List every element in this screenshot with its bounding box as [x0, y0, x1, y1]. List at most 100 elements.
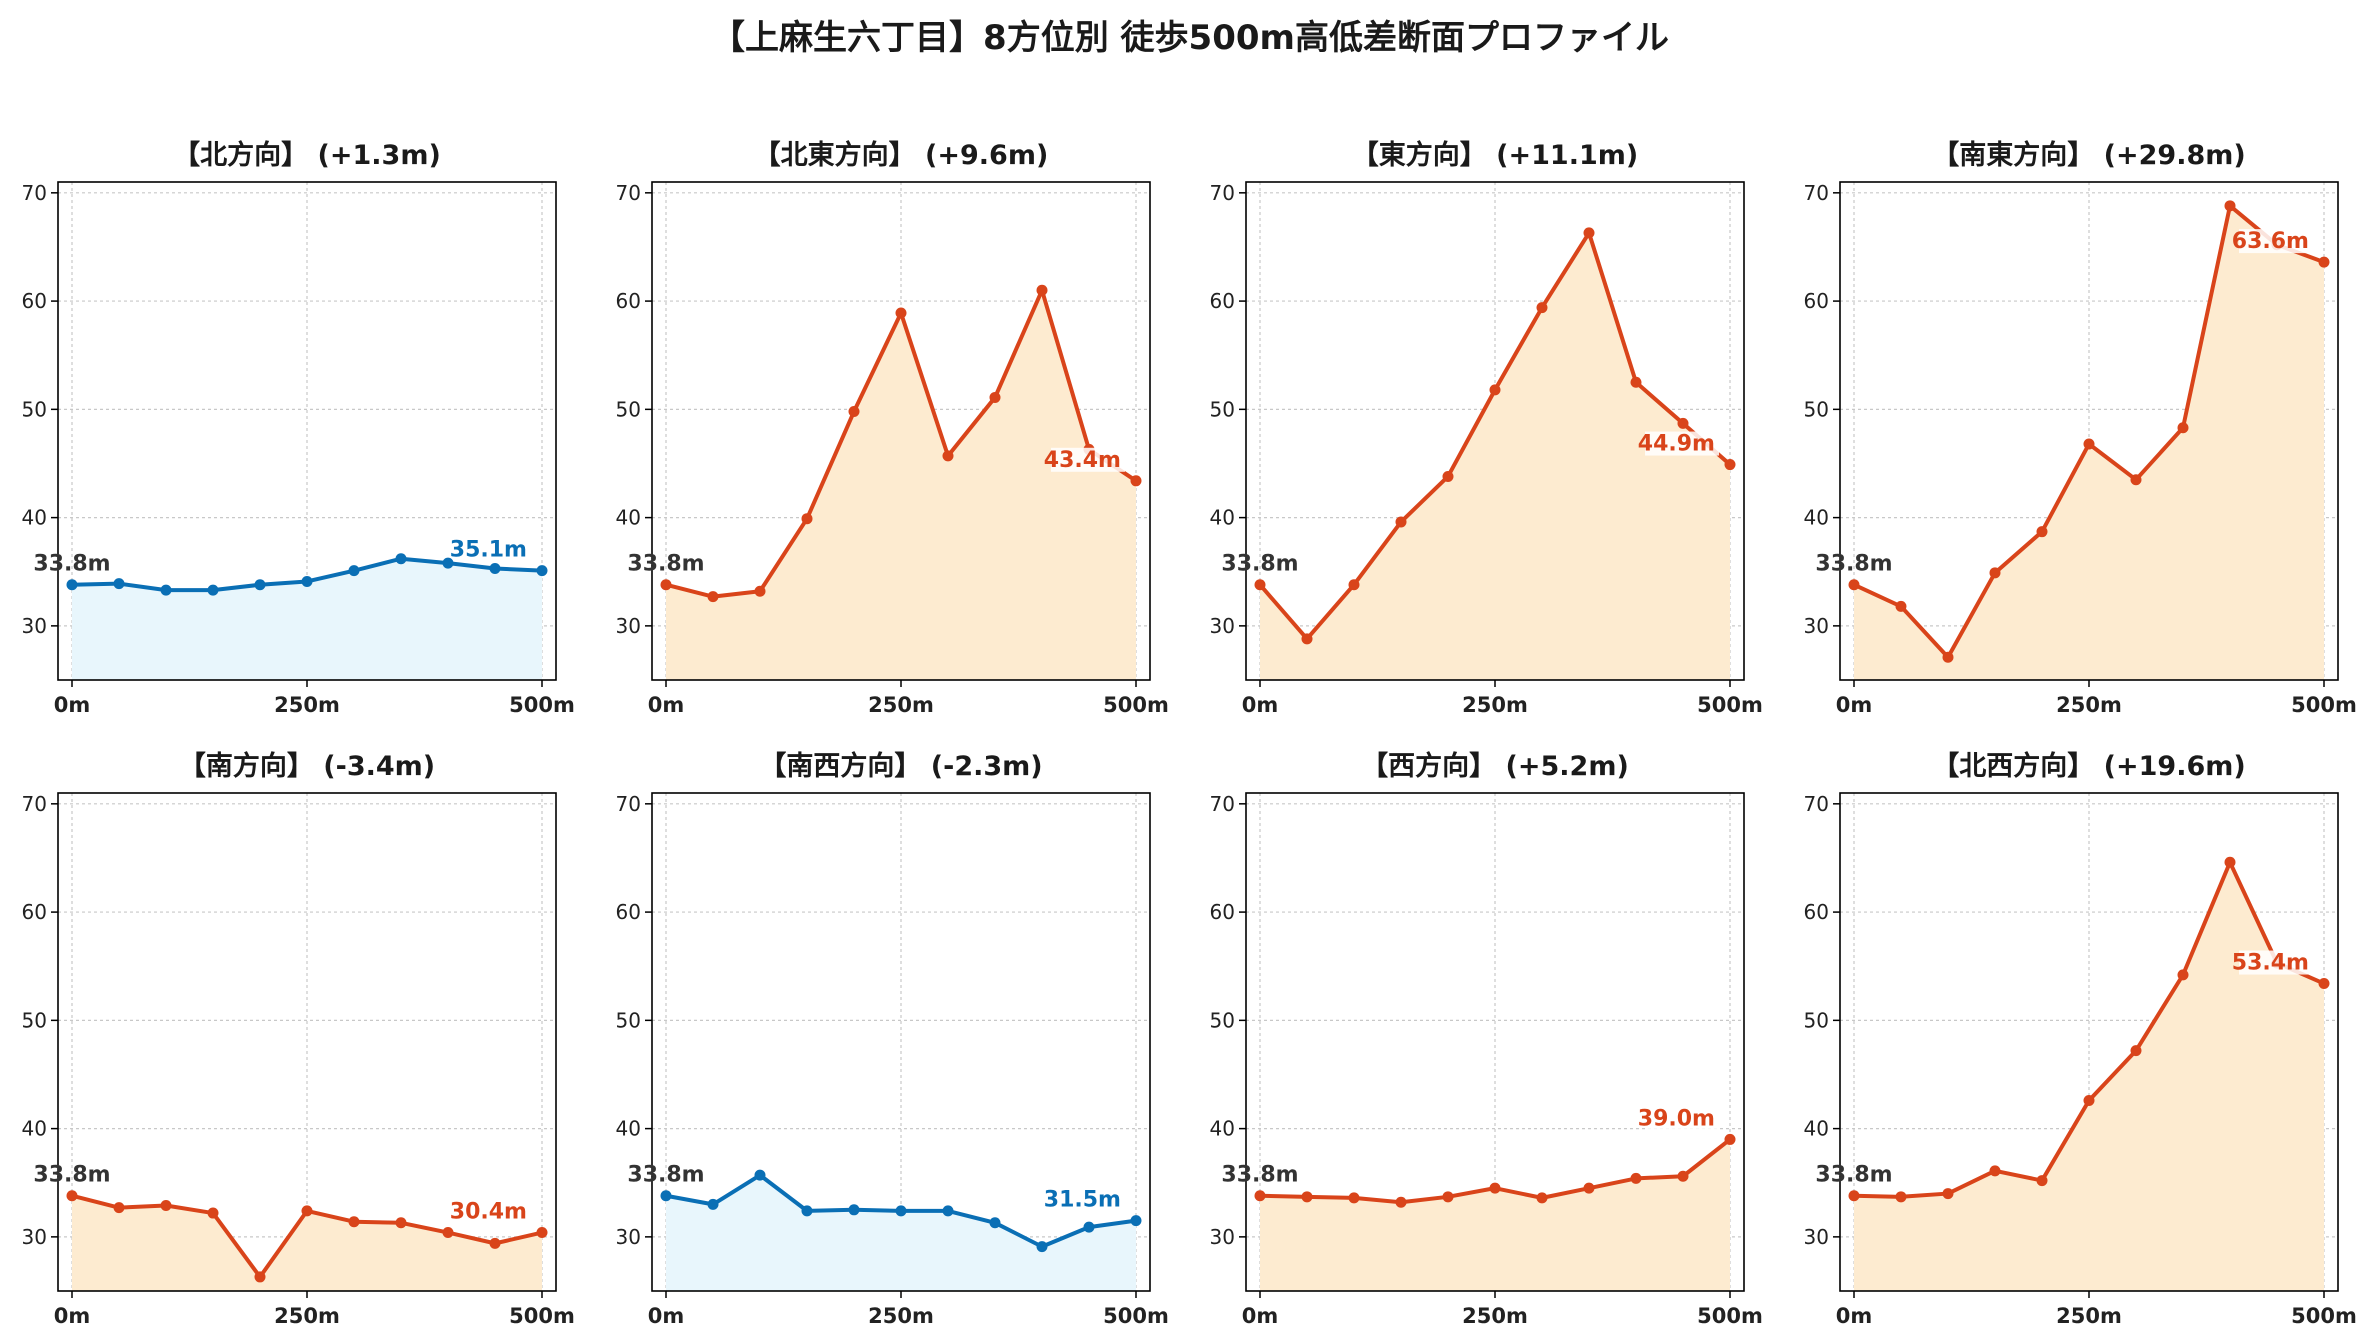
- subplot-6: 30 40 50 60 70 0m 250m 500m 【南西方向】 (-2.3m) 33.8m 3…: [616, 750, 1169, 1328]
- data-point: [707, 1198, 719, 1210]
- x-tick-label: 250m: [868, 693, 934, 717]
- x-tick-label: 250m: [2056, 693, 2122, 717]
- x-tick-label: 500m: [509, 1304, 575, 1328]
- y-tick-label: 60: [22, 900, 47, 924]
- y-tick-label: 60: [1804, 289, 1829, 313]
- data-point: [1536, 302, 1548, 314]
- y-tick-label: 70: [1804, 181, 1829, 205]
- data-point: [536, 1227, 548, 1239]
- data-point: [1942, 1188, 1954, 1200]
- data-point: [348, 1216, 360, 1228]
- x-tick-label: 250m: [1462, 1304, 1528, 1328]
- data-point: [442, 557, 454, 569]
- y-tick-label: 30: [1804, 614, 1829, 638]
- y-tick-label: 40: [1210, 1117, 1235, 1141]
- data-point: [1630, 1172, 1642, 1184]
- subplot-5: 30 40 50 60 70 0m 250m 500m 【南方向】 (-3.4m) 33.8m 30…: [22, 750, 575, 1328]
- data-point: [301, 575, 313, 587]
- area-fill: [1260, 1139, 1730, 1291]
- data-point: [1630, 376, 1642, 388]
- y-tick-label: 40: [22, 1117, 47, 1141]
- x-tick-label: 0m: [1836, 693, 1873, 717]
- area-fill: [72, 558, 542, 680]
- data-point: [1724, 1133, 1736, 1145]
- data-point: [1442, 470, 1454, 482]
- y-tick-label: 60: [1210, 289, 1235, 313]
- data-point: [2083, 438, 2095, 450]
- y-tick-label: 70: [1804, 792, 1829, 816]
- data-point: [1254, 1190, 1266, 1202]
- data-point: [1348, 579, 1360, 591]
- data-point: [801, 513, 813, 525]
- end-label-backdrop: [2239, 229, 2313, 254]
- data-point: [2130, 1045, 2142, 1057]
- y-tick-label: 70: [1210, 181, 1235, 205]
- end-label-backdrop: [1645, 1106, 1719, 1131]
- x-tick-label: 0m: [54, 1304, 91, 1328]
- end-label-backdrop: [1051, 1187, 1125, 1212]
- data-point: [113, 578, 125, 590]
- data-point: [1677, 1170, 1689, 1182]
- y-tick-label: 50: [22, 397, 47, 421]
- figure-title: 【上麻生六丁目】8方位別 徒歩500m高低差断面プロファイル: [711, 18, 1669, 58]
- y-tick-label: 40: [616, 506, 641, 530]
- start-label: 33.8m: [1815, 1163, 1892, 1188]
- x-tick-label: 500m: [1697, 1304, 1763, 1328]
- data-point: [1395, 516, 1407, 528]
- data-point: [1083, 1221, 1095, 1233]
- subplot-4: 30 40 50 60 70 0m 250m 500m 【南東方向】 (+29.8m) 33.8m…: [1804, 139, 2357, 717]
- y-tick-label: 40: [1804, 1117, 1829, 1141]
- data-point: [1301, 1191, 1313, 1203]
- y-tick-label: 60: [616, 289, 641, 313]
- data-point: [1301, 633, 1313, 645]
- end-label-backdrop: [1051, 447, 1125, 472]
- subplot-3: 30 40 50 60 70 0m 250m 500m 【東方向】 (+11.1m) 33.8m 4…: [1210, 139, 1763, 717]
- end-label: 43.4m: [1044, 448, 1121, 473]
- y-tick-label: 70: [22, 181, 47, 205]
- subplot-title: 【南西方向】 (-2.3m): [759, 750, 1042, 782]
- data-point: [660, 1190, 672, 1202]
- x-tick-label: 250m: [1462, 693, 1528, 717]
- y-tick-label: 60: [22, 289, 47, 313]
- x-tick-label: 500m: [2291, 693, 2357, 717]
- data-point: [160, 1199, 172, 1211]
- data-point: [66, 579, 78, 591]
- data-point: [1895, 600, 1907, 612]
- data-point: [536, 565, 548, 577]
- data-point: [2083, 1094, 2095, 1106]
- start-label: 33.8m: [33, 1163, 110, 1188]
- y-tick-label: 30: [616, 1225, 641, 1249]
- subplot-8: 30 40 50 60 70 0m 250m 500m 【北西方向】 (+19.6m) 33.8m…: [1804, 750, 2357, 1328]
- y-tick-label: 70: [616, 181, 641, 205]
- data-point: [207, 1207, 219, 1219]
- data-point: [301, 1205, 313, 1217]
- data-point: [895, 1205, 907, 1217]
- data-point: [254, 579, 266, 591]
- data-point: [2224, 856, 2236, 868]
- subplot-title: 【北西方向】 (+19.6m): [1932, 750, 2245, 782]
- y-tick-label: 40: [1804, 506, 1829, 530]
- data-point: [989, 391, 1001, 403]
- y-tick-label: 60: [1210, 900, 1235, 924]
- subplot-title: 【北方向】 (+1.3m): [173, 139, 441, 171]
- start-label: 33.8m: [1221, 1163, 1298, 1188]
- subplot-title: 【南方向】 (-3.4m): [179, 750, 435, 782]
- data-point: [1724, 459, 1736, 471]
- subplot-title: 【南東方向】 (+29.8m): [1932, 139, 2245, 171]
- y-tick-label: 40: [616, 1117, 641, 1141]
- y-tick-label: 30: [1804, 1225, 1829, 1249]
- end-label: 31.5m: [1044, 1188, 1121, 1213]
- data-point: [989, 1217, 1001, 1229]
- area-fill: [666, 290, 1136, 680]
- start-label: 33.8m: [627, 552, 704, 577]
- y-tick-label: 50: [22, 1008, 47, 1032]
- y-tick-label: 40: [1210, 506, 1235, 530]
- subplot-title: 【北東方向】 (+9.6m): [754, 139, 1049, 171]
- data-point: [1036, 284, 1048, 296]
- data-point: [942, 1205, 954, 1217]
- end-label-backdrop: [2239, 950, 2313, 975]
- data-point: [395, 1217, 407, 1229]
- data-point: [1536, 1192, 1548, 1204]
- x-tick-label: 500m: [1103, 693, 1169, 717]
- data-point: [254, 1271, 266, 1283]
